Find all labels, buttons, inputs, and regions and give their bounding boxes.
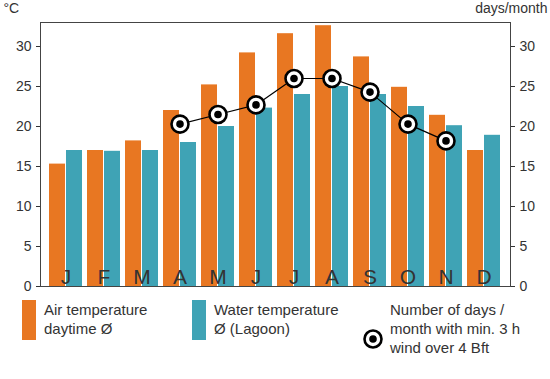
svg-text:S: S xyxy=(363,265,377,288)
svg-text:5: 5 xyxy=(520,238,528,254)
svg-text:0: 0 xyxy=(24,278,32,294)
svg-text:10: 10 xyxy=(16,198,32,214)
svg-text:J: J xyxy=(61,265,72,288)
svg-text:A: A xyxy=(173,265,187,288)
svg-text:A: A xyxy=(325,265,339,288)
svg-text:0: 0 xyxy=(520,278,528,294)
svg-text:J: J xyxy=(289,265,300,288)
svg-text:5: 5 xyxy=(24,238,32,254)
html-text:Air temperature daytime Ø: Air temperature daytime Ø xyxy=(44,301,148,337)
svg-text:25: 25 xyxy=(16,78,32,94)
svg-text:F: F xyxy=(98,265,111,288)
svg-text:O: O xyxy=(400,265,416,288)
svg-text:20: 20 xyxy=(520,118,536,134)
svg-text:15: 15 xyxy=(16,158,32,174)
svg-text:°C: °C xyxy=(4,0,20,16)
html-text:Number of days / month with mi: Number of days / month with min. 3 h win… xyxy=(390,301,521,356)
svg-text:days/month: days/month xyxy=(475,0,547,16)
html-text:Water temperature Ø (Lagoon): Water temperature Ø (Lagoon) xyxy=(214,301,339,337)
svg-text:20: 20 xyxy=(16,118,32,134)
svg-text:10: 10 xyxy=(520,198,536,214)
svg-text:25: 25 xyxy=(520,78,536,94)
svg-text:30: 30 xyxy=(16,38,32,54)
svg-text:30: 30 xyxy=(520,38,536,54)
svg-text:15: 15 xyxy=(520,158,536,174)
svg-text:M: M xyxy=(133,265,151,288)
svg-text:D: D xyxy=(476,265,491,288)
svg-text:M: M xyxy=(209,265,227,288)
svg-text:N: N xyxy=(438,265,453,288)
svg-text:J: J xyxy=(251,265,262,288)
